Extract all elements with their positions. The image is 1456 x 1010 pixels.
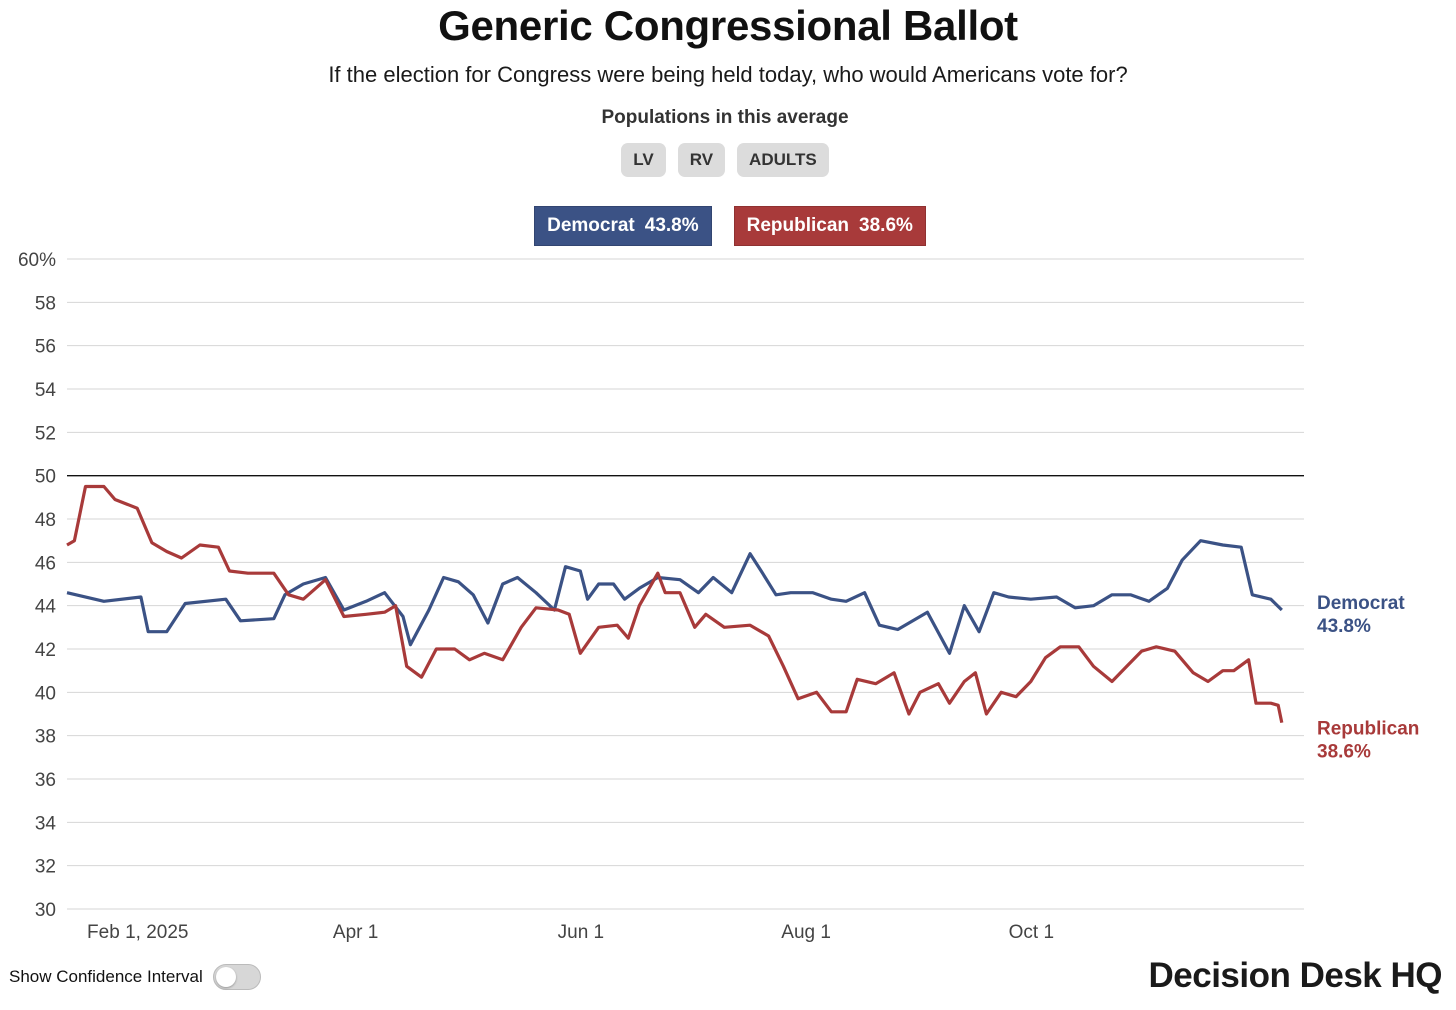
- y-tick-label: 40: [35, 683, 56, 704]
- decision-desk-hq-logo: Decision Desk HQ: [1149, 956, 1443, 996]
- population-adults-button[interactable]: ADULTS: [737, 143, 829, 177]
- x-tick-label: Aug 1: [781, 922, 831, 943]
- populations-label: Populations in this average: [601, 107, 849, 128]
- y-tick-label: 34: [35, 813, 57, 834]
- legend-republican-name: Republican: [746, 215, 850, 236]
- y-tick-label: 60%: [18, 250, 56, 271]
- republican-end-label-name: Republican: [1317, 719, 1419, 740]
- y-tick-label: 42: [35, 640, 56, 661]
- chart-subtitle: If the election for Congress were being …: [328, 62, 1128, 87]
- y-tick-label: 30: [35, 900, 56, 921]
- y-tick-label: 36: [35, 770, 56, 791]
- polling-average-chart[interactable]: 30 32 34 36 38 40 42 44 46 48 50 52 54 56 58 60% Feb 1, …: [0, 245, 1456, 955]
- legend-republican-value: 38.6%: [859, 215, 913, 236]
- confidence-interval-label: Show Confidence Interval: [9, 967, 203, 986]
- y-tick-label: 52: [35, 423, 56, 444]
- chart-title: Generic Congressional Ballot: [438, 2, 1018, 49]
- democrat-end-label-value: 43.8%: [1317, 616, 1371, 637]
- legend-democrat-value: 43.8%: [644, 215, 699, 236]
- legend-republican[interactable]: Republican 38.6%: [733, 206, 926, 246]
- legend: Democrat 43.8% Republican 38.6%: [0, 206, 1456, 246]
- y-tick-label: 48: [35, 510, 56, 531]
- y-tick-label: 56: [35, 337, 56, 358]
- y-tick-label: 54: [35, 380, 57, 401]
- populations-filter: LV RV ADULTS: [0, 143, 1450, 177]
- y-tick-label: 32: [35, 857, 56, 878]
- democrat-average-line: [66, 539, 1283, 655]
- y-tick-label: 44: [35, 597, 57, 618]
- logo-text: Decision Desk HQ: [1148, 956, 1443, 995]
- toggle-knob: [215, 967, 236, 987]
- population-rv-button[interactable]: RV: [677, 143, 726, 177]
- confidence-interval-toggle[interactable]: [212, 964, 261, 990]
- legend-democrat[interactable]: Democrat 43.8%: [534, 206, 712, 246]
- legend-democrat-name: Democrat: [547, 215, 635, 236]
- x-tick-label: Jun 1: [558, 922, 604, 943]
- republican-end-label-value: 38.6%: [1317, 742, 1371, 763]
- y-tick-label: 50: [35, 467, 56, 488]
- y-tick-label: 58: [35, 293, 56, 314]
- confidence-interval-control: Show Confidence Interval: [9, 964, 261, 990]
- y-tick-label: 38: [35, 727, 56, 748]
- democrat-end-label-name: Democrat: [1317, 593, 1405, 614]
- y-tick-label: 46: [35, 553, 56, 574]
- x-tick-label: Oct 1: [1009, 922, 1054, 943]
- x-tick-label: Apr 1: [333, 922, 378, 943]
- republican-average-line: [66, 484, 1284, 724]
- x-tick-label: Feb 1, 2025: [87, 922, 188, 943]
- population-lv-button[interactable]: LV: [621, 143, 666, 177]
